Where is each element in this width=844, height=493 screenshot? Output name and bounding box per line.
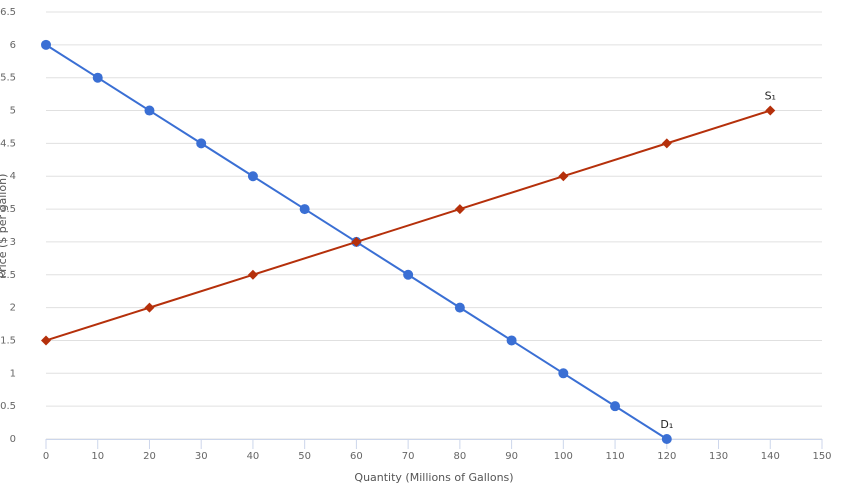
y-tick-label: 1: [10, 368, 16, 379]
y-tick-label: 3.5: [0, 204, 16, 215]
data-point: [558, 171, 569, 182]
y-tick-label: 4.5: [0, 138, 16, 149]
y-tick-label: 3: [10, 237, 16, 248]
x-tick-label: 10: [91, 451, 104, 462]
x-tick-label: 40: [247, 451, 260, 462]
x-tick-label: 90: [505, 451, 518, 462]
x-tick-label: 60: [350, 451, 363, 462]
y-tick-label: 2: [10, 303, 16, 314]
y-tick-label: 6: [10, 40, 16, 51]
y-axis-title: Price ($ per gallon): [0, 174, 9, 279]
data-point: [144, 105, 155, 116]
data-point: [454, 204, 465, 215]
data-point: [506, 335, 517, 346]
x-tick-label: 70: [402, 451, 415, 462]
data-point: [661, 434, 672, 444]
data-point: [41, 39, 51, 50]
data-point: [351, 236, 362, 247]
data-point: [144, 302, 155, 313]
data-point: [92, 72, 103, 83]
series-line: [45, 109, 771, 342]
y-tick-label: 1.5: [0, 335, 16, 346]
x-tick-label: 150: [812, 451, 831, 462]
y-tick-label: 2.5: [0, 270, 16, 281]
series-annotation: D₁: [660, 418, 673, 431]
data-point: [403, 269, 414, 280]
y-tick-label: 6.5: [0, 7, 16, 18]
data-point: [765, 105, 776, 116]
x-tick-label: 110: [606, 451, 625, 462]
data-point: [299, 204, 310, 215]
data-point: [247, 269, 258, 280]
x-tick-label: 50: [298, 451, 311, 462]
x-tick-label: 0: [43, 451, 49, 462]
x-tick-label: 130: [709, 451, 728, 462]
y-tick-label: 0.5: [0, 401, 16, 412]
data-point: [41, 335, 51, 346]
data-point: [247, 171, 258, 182]
x-tick-label: 100: [554, 451, 573, 462]
data-point: [661, 138, 672, 149]
series-annotation: S₁: [765, 90, 776, 103]
x-axis-title: Quantity (Millions of Gallons): [354, 471, 513, 484]
data-point: [454, 302, 465, 313]
x-tick-label: 140: [761, 451, 780, 462]
data-point: [196, 138, 207, 149]
x-tick-label: 120: [657, 451, 676, 462]
y-tick-label: 5: [10, 106, 16, 117]
x-tick-label: 20: [143, 451, 156, 462]
y-tick-label: 4: [10, 171, 16, 182]
x-tick-label: 30: [195, 451, 208, 462]
y-tick-label: 5.5: [0, 73, 16, 84]
data-point: [610, 401, 621, 412]
x-tick-label: 80: [453, 451, 466, 462]
y-tick-label: 0: [10, 434, 16, 445]
data-point: [558, 368, 569, 379]
